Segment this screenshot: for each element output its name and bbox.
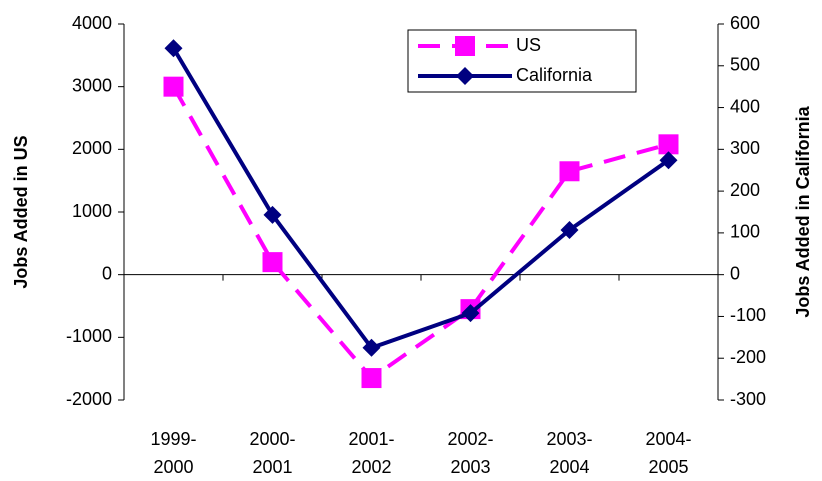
y-tick-label: 1000 <box>72 201 112 221</box>
marker-diamond <box>461 304 480 323</box>
y-tick-label: 0 <box>102 263 112 283</box>
y2-tick-label: 500 <box>730 55 760 75</box>
legend-label: California <box>516 65 593 85</box>
marker-diamond <box>164 39 183 58</box>
marker-square <box>455 36 475 56</box>
x-tick-label: 2003-2004 <box>546 429 592 477</box>
marker-diamond <box>263 205 282 224</box>
x-tick-label: 2002-2003 <box>447 429 493 477</box>
y2-tick-label: -100 <box>730 305 766 325</box>
y-tick-label: 2000 <box>72 138 112 158</box>
legend-label: US <box>516 35 541 55</box>
y-tick-label: -2000 <box>66 389 112 409</box>
y-tick-label: 4000 <box>72 13 112 33</box>
marker-diamond <box>659 151 678 170</box>
marker-diamond <box>560 220 579 239</box>
marker-square <box>163 76 184 97</box>
series-line <box>171 85 670 381</box>
y-axis-title: Jobs Added in US <box>11 135 31 288</box>
x-tick-label: 2000-2001 <box>249 429 295 477</box>
y2-tick-label: -200 <box>730 347 766 367</box>
marker-diamond <box>362 338 381 357</box>
y2-tick-label: -300 <box>730 389 766 409</box>
y2-tick-label: 600 <box>730 13 760 33</box>
y2-axis-title: Jobs Added in California <box>793 105 813 317</box>
series-line <box>171 47 670 351</box>
marker-square <box>559 161 580 182</box>
marker-square <box>262 252 283 273</box>
y2-tick-label: 400 <box>730 96 760 116</box>
x-tick-label: 2004-2005 <box>645 429 691 477</box>
x-tick-label: 1999-2000 <box>150 429 196 477</box>
y2-tick-label: 0 <box>730 263 740 283</box>
y2-tick-label: 100 <box>730 222 760 242</box>
marker-square <box>658 134 679 155</box>
marker-diamond <box>456 67 474 85</box>
y-tick-label: -1000 <box>66 326 112 346</box>
y2-tick-label: 200 <box>730 180 760 200</box>
y2-tick-label: 300 <box>730 138 760 158</box>
y-tick-label: 3000 <box>72 75 112 95</box>
x-tick-label: 2001-2002 <box>348 429 394 477</box>
marker-square <box>361 368 382 389</box>
legend-box <box>407 29 637 93</box>
